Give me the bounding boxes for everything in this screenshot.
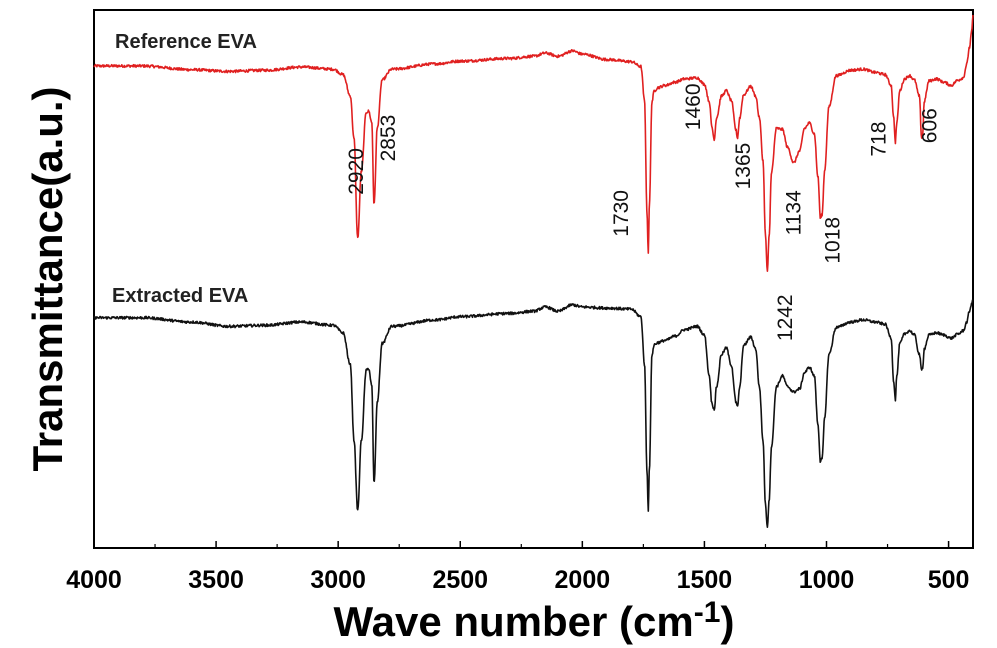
x-tick-label: 3000	[310, 566, 366, 594]
x-tick-label: 2000	[555, 566, 611, 594]
series-label-1: Extracted EVA	[112, 285, 248, 307]
peak-label: 1242	[774, 294, 797, 341]
x-tick-label: 500	[928, 566, 970, 594]
x-axis-label-superscript: -1	[694, 596, 721, 629]
x-tick-label: 4000	[66, 566, 122, 594]
peak-label: 606	[919, 108, 942, 143]
peak-label: 1730	[610, 190, 633, 237]
peak-label: 1134	[782, 190, 805, 235]
series-line-0	[93, 14, 974, 272]
x-tick-label: 1000	[799, 566, 855, 594]
peak-label: 1460	[682, 83, 705, 130]
y-axis-label: Transmittance(a.u.)	[24, 86, 71, 471]
series-line-1	[93, 299, 974, 528]
peak-annotations: 2920 2853 1730 1460 1365 1242 1134 1018 718 606	[345, 83, 941, 341]
x-axis: 4000 3500 3000 2500 2000 1500 1000 500	[66, 541, 969, 594]
peak-label: 1365	[732, 143, 755, 190]
series-layer	[93, 14, 974, 528]
x-tick-label: 2500	[432, 566, 488, 594]
peak-label: 718	[867, 122, 890, 157]
peak-label: 2920	[345, 148, 368, 195]
peak-label: 2853	[377, 115, 400, 162]
series-labels: Reference EVA Extracted EVA	[112, 31, 257, 307]
peak-label: 1018	[821, 217, 844, 264]
x-axis-label-suffix: )	[720, 598, 734, 645]
plot-frame	[93, 9, 974, 549]
series-label-0: Reference EVA	[115, 31, 257, 53]
x-tick-label: 3500	[188, 566, 244, 594]
x-axis-label-main: Wave number (cm	[334, 598, 694, 645]
x-tick-label: 1500	[677, 566, 733, 594]
x-axis-label: Wave number (cm-1)	[334, 596, 735, 645]
